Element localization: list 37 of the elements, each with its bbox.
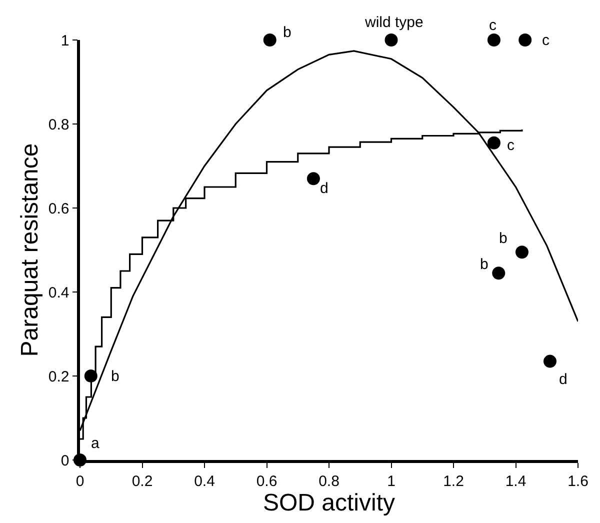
x-tick-label: 1 — [387, 472, 396, 490]
point — [487, 34, 500, 46]
annotation: c — [489, 17, 497, 34]
point — [515, 246, 528, 259]
y-tick-label: 1 — [60, 32, 70, 50]
point — [543, 354, 556, 368]
point — [263, 34, 276, 46]
x-tick-label: 1.6 — [568, 472, 588, 490]
x-tick-label: 1.4 — [505, 472, 526, 490]
point — [487, 136, 500, 150]
y-tick-label: 0.4 — [48, 284, 70, 302]
point — [518, 34, 532, 46]
point — [306, 172, 320, 186]
x-tick-label: 0.4 — [194, 472, 215, 490]
x-tick-label: 1.2 — [443, 472, 464, 490]
y-tick-label: 0.8 — [48, 116, 70, 134]
annotation: a — [91, 435, 100, 452]
point — [384, 34, 398, 46]
annotation: c — [542, 32, 550, 49]
annotation: d — [559, 371, 568, 388]
y-tick-label: 0 — [60, 452, 70, 470]
y-tick-label: 0.6 — [48, 200, 70, 218]
annotation: c — [507, 137, 515, 154]
annotation: b — [283, 24, 292, 41]
x-axis-title: SOD activity — [262, 490, 396, 517]
x-tick-label: 0.2 — [132, 472, 153, 490]
x-tick-label: 0.6 — [256, 472, 278, 490]
annotation: b — [480, 256, 488, 273]
x-tick-label: 0.8 — [318, 472, 340, 490]
y-axis-title: Paraquat resistance — [16, 143, 44, 357]
annotation: d — [320, 180, 328, 197]
x-tick-label: 0 — [76, 472, 84, 490]
annotation: b — [111, 368, 120, 385]
y-tick-label: 0.2 — [48, 368, 70, 386]
annotation: b — [499, 230, 508, 247]
annotation: wild type — [364, 14, 424, 31]
point — [492, 266, 506, 280]
